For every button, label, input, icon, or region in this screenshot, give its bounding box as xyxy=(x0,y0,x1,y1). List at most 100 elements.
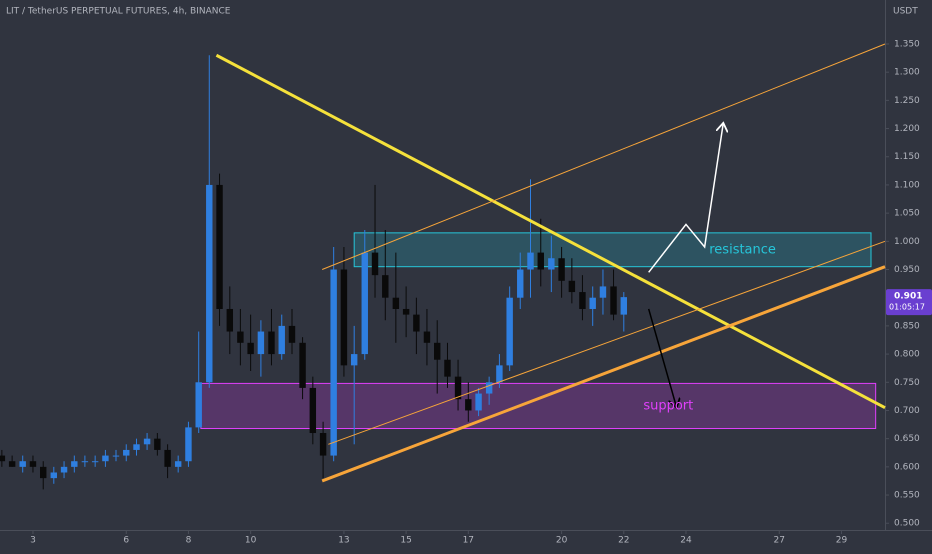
candle-body xyxy=(102,455,109,462)
candle-body xyxy=(112,455,120,457)
candle-body xyxy=(485,382,493,394)
y-tick-label: 1.200 xyxy=(894,124,920,134)
x-tick-label: 13 xyxy=(338,536,349,546)
candle-body xyxy=(123,449,130,456)
candle-body xyxy=(340,269,348,366)
y-tick-label: 0.800 xyxy=(894,350,920,360)
candle-body xyxy=(382,275,389,298)
chart-title: LIT / TetherUS PERPETUAL FUTURES, 4h, BI… xyxy=(6,7,231,17)
countdown-label: 01:05:17 xyxy=(889,303,925,312)
candle-body xyxy=(517,269,524,298)
candle-body xyxy=(350,354,358,366)
x-tick-label: 20 xyxy=(556,536,568,546)
candle-body xyxy=(133,444,140,450)
y-tick-label: 1.300 xyxy=(894,68,920,78)
candle-body xyxy=(40,466,47,479)
candle-body xyxy=(413,314,420,332)
arrow xyxy=(648,123,724,273)
candle-body xyxy=(216,184,223,309)
x-tick-label: 17 xyxy=(463,536,474,546)
y-tick-label: 1.250 xyxy=(894,96,920,106)
candle-body xyxy=(610,286,617,315)
y-tick-label: 0.950 xyxy=(894,265,920,275)
y-tick-label: 0.550 xyxy=(894,491,920,501)
x-tick-label: 3 xyxy=(30,536,36,546)
candle-body xyxy=(288,325,296,343)
y-axis-label: USDT xyxy=(893,7,918,17)
y-tick-label: 1.100 xyxy=(894,180,920,190)
y-tick-label: 0.500 xyxy=(894,519,920,529)
candle-body xyxy=(278,325,285,355)
x-tick-label: 6 xyxy=(123,536,129,546)
trendline xyxy=(321,265,886,483)
y-tick-label: 0.850 xyxy=(894,321,920,331)
candle-body xyxy=(164,449,171,467)
candle-body xyxy=(558,258,565,281)
candle-body xyxy=(620,297,628,315)
candle-body xyxy=(247,342,254,355)
y-tick-label: 1.150 xyxy=(894,152,920,162)
candle-body xyxy=(434,342,441,360)
candle-body xyxy=(299,342,306,388)
candle-body xyxy=(402,308,410,315)
y-tick-label: 0.750 xyxy=(894,378,920,388)
candle-body xyxy=(371,252,379,276)
trendline xyxy=(321,43,886,270)
candle-body xyxy=(60,466,68,473)
candle-body xyxy=(71,461,78,467)
candle-body xyxy=(81,461,89,463)
candle-body xyxy=(257,331,265,355)
candle-body xyxy=(237,331,244,343)
candle-body xyxy=(154,438,161,450)
zone xyxy=(353,232,872,268)
candle-body xyxy=(423,331,431,343)
candle-body xyxy=(330,269,337,456)
candle-body xyxy=(465,399,472,411)
candle-body xyxy=(496,365,503,383)
candle-body xyxy=(392,297,400,309)
candle-body xyxy=(599,286,607,298)
candle-body xyxy=(195,382,202,428)
candle-body xyxy=(8,461,16,467)
candle-body xyxy=(548,258,555,270)
x-tick-label: 29 xyxy=(836,536,848,546)
zone-label: resistance xyxy=(709,242,776,257)
y-tick-label: 0.600 xyxy=(894,462,920,472)
candle-body xyxy=(91,461,99,463)
candle-body xyxy=(475,393,482,411)
candle-body xyxy=(568,280,576,293)
trendline xyxy=(328,240,886,445)
zone-label: support xyxy=(643,398,693,413)
x-tick-label: 10 xyxy=(245,536,257,546)
candle-body xyxy=(29,461,37,467)
y-tick-label: 0.650 xyxy=(894,434,920,444)
trendline xyxy=(215,53,886,409)
candle-body xyxy=(454,376,462,400)
x-tick-label: 27 xyxy=(774,536,785,546)
candle-body xyxy=(589,297,596,309)
candle-body xyxy=(268,331,275,355)
y-tick-label: 1.000 xyxy=(894,237,920,247)
y-tick-label: 1.350 xyxy=(894,39,920,49)
y-tick-label: 0.700 xyxy=(894,406,920,416)
candle-body xyxy=(444,359,451,377)
candle-body xyxy=(143,438,151,445)
candle-body xyxy=(226,308,234,332)
price-tag-label: 0.901 xyxy=(894,292,922,302)
x-tick-label: 8 xyxy=(186,536,192,546)
x-tick-label: 22 xyxy=(618,536,629,546)
candle-body xyxy=(506,297,513,366)
x-tick-label: 24 xyxy=(680,536,692,546)
candle-body xyxy=(185,427,192,462)
candle-body xyxy=(174,461,182,467)
candle-body xyxy=(537,252,544,270)
candle-body xyxy=(50,472,58,479)
candle-body xyxy=(527,252,534,270)
y-tick-label: 1.050 xyxy=(894,209,920,219)
candle-body xyxy=(361,252,368,355)
candle-body xyxy=(319,433,327,456)
candle-body xyxy=(579,292,586,309)
price-tag xyxy=(886,289,932,316)
